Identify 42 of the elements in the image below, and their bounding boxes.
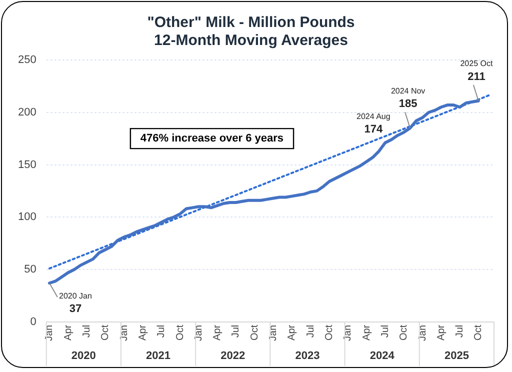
data-label: 2024 Nov 185	[390, 86, 426, 110]
data-label: 2025 Oct 211	[460, 59, 494, 83]
y-tick-label: 200	[18, 106, 36, 118]
text: 2021	[146, 350, 171, 362]
y-tick-label: 250	[18, 54, 36, 66]
x-tick-label: Jan	[417, 324, 428, 341]
x-tick-label: Jan	[342, 324, 354, 341]
x-tick-label: Jul	[380, 324, 391, 338]
data-label: 2024 Aug 174	[356, 112, 390, 136]
y-tick-label: 0	[30, 316, 36, 328]
y-tick-label: 100	[18, 211, 36, 224]
x-tick-label: Jul	[230, 324, 242, 338]
y-tick-label: 50	[24, 264, 36, 276]
x-tick-label: Apr	[137, 324, 148, 340]
x-tick-label: Oct	[398, 324, 410, 340]
x-tick-label: Oct	[473, 324, 484, 340]
y-tick-label: 150	[18, 158, 36, 171]
x-tick-label: Jul	[156, 324, 168, 338]
x-tick-label: Jul	[305, 324, 316, 338]
text: 2025	[444, 350, 469, 362]
x-tick-label: Apr	[62, 324, 74, 340]
x-tick-label: Apr	[212, 324, 224, 340]
chart-title: "Other" Milk - Million Pounds 12-Month Moving Averages	[147, 14, 355, 50]
data-label: 2020 Jan 37	[59, 291, 92, 316]
x-tick-label: Jan	[118, 324, 130, 341]
x-tick-label: Jan	[44, 324, 56, 341]
text: 2020	[71, 350, 96, 362]
x-tick-label: Jul	[454, 324, 466, 338]
x-tick-label: Oct	[100, 324, 112, 340]
x-tick-label: Apr	[361, 324, 372, 340]
annotation: 476% increase over 6 years	[140, 132, 284, 145]
x-tick-label: Jul	[82, 324, 93, 338]
x-tick-label: Apr	[436, 324, 447, 340]
x-tick-label: Apr	[286, 324, 298, 340]
text: 2022	[220, 350, 246, 362]
x-tick-label: Jan	[193, 324, 204, 341]
x-tick-label: Oct	[174, 324, 186, 340]
text: 2024	[370, 350, 396, 362]
x-tick-label: Oct	[249, 324, 260, 340]
x-tick-label: Oct	[324, 324, 335, 340]
text: 2023	[295, 350, 320, 362]
x-tick-label: Jan	[268, 324, 280, 341]
